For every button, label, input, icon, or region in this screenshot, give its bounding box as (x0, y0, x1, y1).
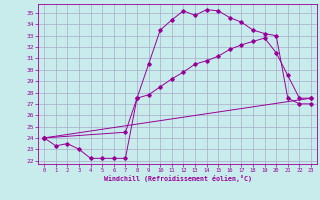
X-axis label: Windchill (Refroidissement éolien,°C): Windchill (Refroidissement éolien,°C) (104, 175, 252, 182)
